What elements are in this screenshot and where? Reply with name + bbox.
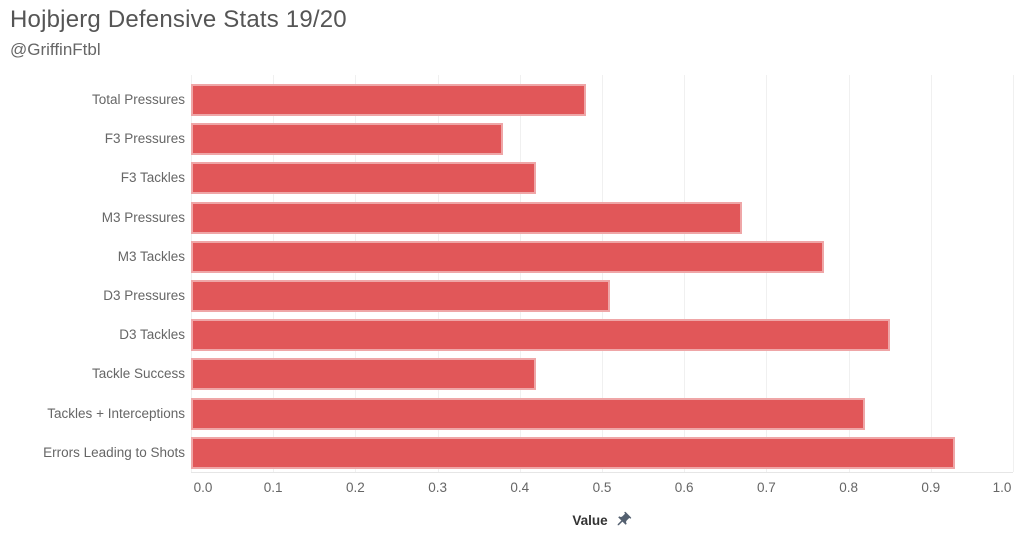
bar[interactable]	[191, 162, 537, 195]
bar[interactable]	[191, 84, 586, 116]
category-label: D3 Pressures	[103, 288, 185, 303]
category-label: D3 Tackles	[119, 327, 185, 343]
category-label: M3 Pressures	[101, 209, 185, 225]
gridline	[437, 75, 439, 472]
pushpin-icon[interactable]	[614, 511, 632, 529]
category-label: Tackles + Interceptions	[47, 405, 185, 421]
gridline	[191, 75, 192, 472]
x-axis-title: Value	[191, 511, 1013, 529]
gridline	[519, 75, 521, 472]
x-tick-label: 1.0	[992, 480, 1012, 495]
plot-area	[191, 75, 1014, 473]
x-tick-label: 0.5	[592, 480, 612, 495]
bar[interactable]	[191, 358, 537, 391]
category-axis: Total Pressures F3 Pressures F3 Tackles M3 …	[0, 75, 185, 472]
bar[interactable]	[191, 201, 742, 234]
x-axis-title-label: Value	[572, 512, 608, 528]
x-tick-label: 0.7	[757, 480, 776, 495]
gridline	[1013, 75, 1014, 472]
bar[interactable]	[191, 319, 890, 352]
bar[interactable]	[191, 240, 824, 273]
x-tick-label: 0.9	[921, 480, 941, 495]
gridline	[766, 75, 768, 472]
x-tick-label: 0.0	[193, 480, 213, 495]
bar[interactable]	[191, 280, 611, 312]
x-tick-label: 0.4	[510, 480, 530, 495]
category-label: Tackle Success	[91, 366, 185, 382]
bar[interactable]	[191, 397, 866, 430]
category-label: M3 Tackles	[117, 248, 185, 264]
x-tick-label: 0.2	[346, 480, 365, 495]
category-label: Total Pressures	[91, 92, 185, 107]
gridline	[684, 75, 686, 472]
x-tick-label: 0.8	[839, 480, 858, 495]
category-label: Errors Leading to Shots	[43, 444, 185, 460]
bar[interactable]	[191, 436, 956, 469]
gridline	[848, 75, 850, 472]
gridline	[355, 75, 357, 472]
chart-title: Hojbjerg Defensive Stats 19/20	[10, 6, 347, 33]
x-tick-label: 0.1	[263, 480, 283, 495]
bar[interactable]	[191, 123, 504, 156]
x-tick-label: 0.3	[428, 480, 447, 495]
x-tick-label: 0.6	[674, 480, 694, 495]
category-label: F3 Tackles	[120, 170, 185, 186]
gridline	[273, 75, 275, 472]
gridline	[930, 75, 932, 472]
gridline	[602, 75, 603, 472]
category-label: F3 Pressures	[104, 131, 185, 147]
x-axis: 0.0 0.1 0.2 0.3 0.4 0.5 0.6 0.7 0.8 0.9 1.0	[191, 480, 1013, 498]
chart-subtitle: @GriffinFtbl	[10, 40, 101, 59]
bar-chart: Total Pressures F3 Pressures F3 Tackles M3 …	[0, 75, 1023, 473]
